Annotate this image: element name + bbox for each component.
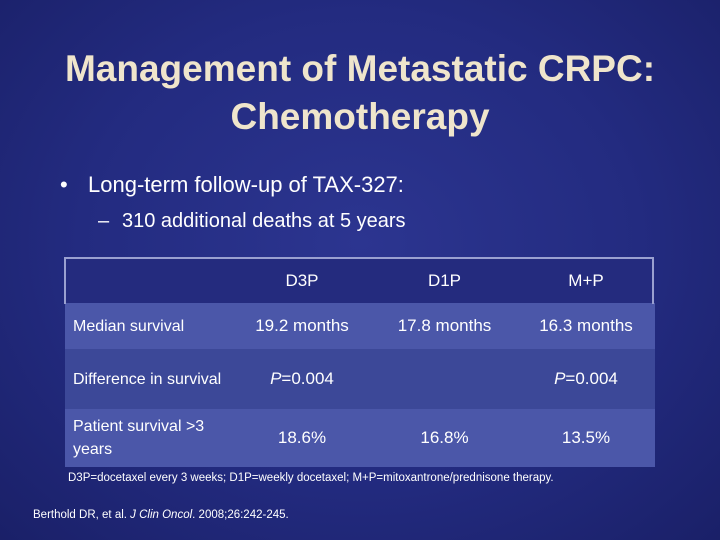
header-cell-d3p: D3P bbox=[232, 258, 372, 303]
citation-details: . 2008;26:242-245. bbox=[192, 509, 289, 521]
title-line-1: Management of Metastatic CRPC: bbox=[64, 48, 656, 89]
table-row: Patient survival >3 years 18.6% 16.8% 13… bbox=[65, 409, 655, 467]
bullet-item: • Long-term follow-up of TAX-327: bbox=[60, 170, 404, 200]
sub-bullet-text: 310 additional deaths at 5 years bbox=[122, 210, 406, 232]
table-row: Difference in survival P=0.004 P=0.004 bbox=[65, 349, 655, 409]
bullet-symbol: • bbox=[60, 172, 68, 197]
p-symbol: P bbox=[270, 369, 282, 388]
sub-bullet-item: –310 additional deaths at 5 years bbox=[98, 207, 406, 235]
row-label: Patient survival >3 years bbox=[65, 409, 232, 467]
table-header-row: D3P D1P M+P bbox=[65, 258, 655, 303]
citation-journal: J Clin Oncol bbox=[130, 509, 193, 521]
table-cell: 16.3 months bbox=[517, 303, 655, 349]
survival-table: D3P D1P M+P Median survival 19.2 months … bbox=[65, 258, 655, 467]
p-symbol: P bbox=[554, 369, 566, 388]
sub-bullet-symbol: – bbox=[98, 210, 110, 232]
header-cell-mp: M+P bbox=[517, 258, 655, 303]
table-cell: 19.2 months bbox=[232, 303, 372, 349]
table-cell: P=0.004 bbox=[232, 349, 372, 409]
slide-title: Management of Metastatic CRPC: Chemother… bbox=[0, 45, 720, 141]
table-cell: 17.8 months bbox=[372, 303, 517, 349]
bullet-text: Long-term follow-up of TAX-327: bbox=[88, 172, 404, 197]
row-label: Median survival bbox=[65, 303, 232, 349]
p-value: =0.004 bbox=[565, 369, 618, 388]
citation-authors: Berthold DR, et al. bbox=[33, 509, 131, 521]
header-cell-empty bbox=[65, 258, 232, 303]
table-cell: 18.6% bbox=[232, 409, 372, 467]
footnote: D3P=docetaxel every 3 weeks; D1P=weekly … bbox=[68, 472, 554, 484]
header-cell-d1p: D1P bbox=[372, 258, 517, 303]
table-cell: 16.8% bbox=[372, 409, 517, 467]
row-label: Difference in survival bbox=[65, 349, 232, 409]
table-cell: P=0.004 bbox=[517, 349, 655, 409]
table-row: Median survival 19.2 months 17.8 months … bbox=[65, 303, 655, 349]
table-cell: 13.5% bbox=[517, 409, 655, 467]
table-cell-empty bbox=[372, 349, 517, 409]
citation: Berthold DR, et al. J Clin Oncol. 2008;2… bbox=[33, 509, 289, 521]
p-value: =0.004 bbox=[281, 369, 334, 388]
title-line-2: Chemotherapy bbox=[230, 96, 490, 137]
